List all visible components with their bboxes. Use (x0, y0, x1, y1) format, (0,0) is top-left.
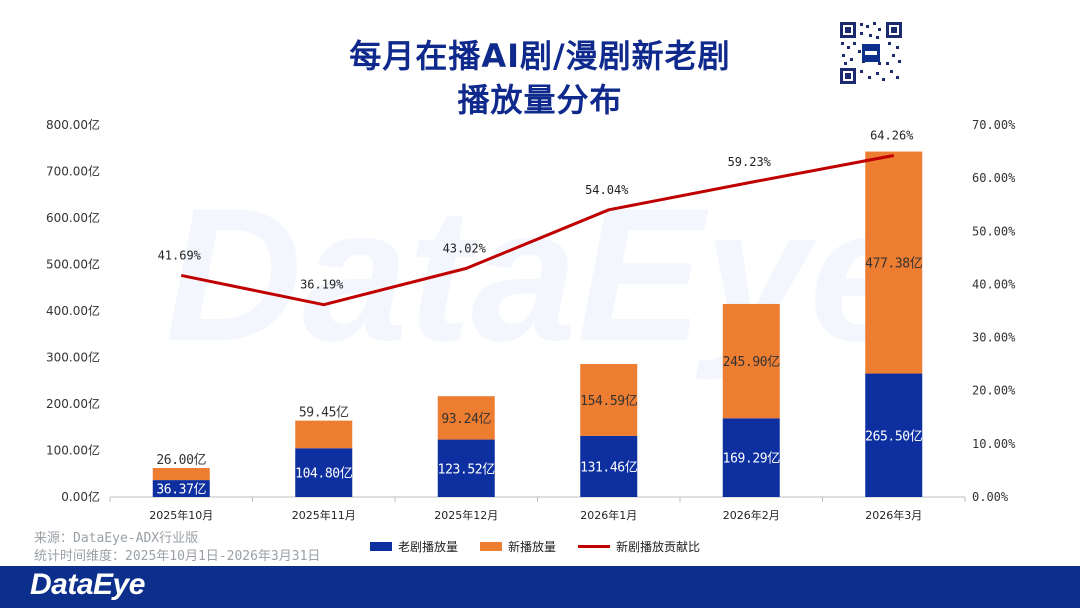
y-tick-label: 400.00亿 (46, 303, 100, 318)
bar-old (295, 448, 353, 497)
legend-swatch-ratio (578, 545, 611, 548)
ratio-label: 64.26% (870, 129, 914, 143)
bar-label-new: 154.59亿 (580, 394, 638, 409)
legend-label-old: 老剧播放量 (398, 540, 459, 554)
legend-label-new: 新播放量 (508, 540, 557, 554)
bar-label-old: 265.50亿 (865, 429, 923, 444)
bar-new (580, 363, 638, 436)
bar-label-new: 245.90亿 (723, 355, 781, 370)
bar-new (865, 151, 923, 374)
legend-item-old: 老剧播放量 (370, 538, 458, 555)
bar-old (580, 435, 638, 497)
y2-tick-label: 70.00% (972, 118, 1016, 132)
x-tick-label: 2025年11月 (292, 508, 356, 522)
bar-old (437, 439, 495, 497)
x-tick-label: 2026年3月 (865, 508, 922, 522)
qr-code-icon (838, 20, 904, 86)
bar-label-old: 123.52亿 (438, 462, 496, 477)
period-note: 统计时间维度：2025年10月1日-2026年3月31日 (34, 549, 321, 564)
y-tick-label: 700.00亿 (46, 164, 100, 179)
bar-label-new: 477.38亿 (865, 257, 923, 272)
y2-tick-label: 20.00% (972, 384, 1016, 398)
bar-label-old: 131.46亿 (580, 460, 638, 475)
bar-new (295, 420, 353, 449)
bar-label-new: 93.24亿 (441, 412, 491, 427)
bar-new (152, 467, 210, 481)
y2-tick-label: 50.00% (972, 224, 1016, 238)
bar-old (865, 373, 923, 497)
x-tick-label: 2026年1月 (580, 508, 637, 522)
bar-label-old: 104.80亿 (295, 467, 353, 482)
bar-old (152, 480, 210, 497)
chart-title: 每月在播AI剧/漫剧新老剧 播放量分布 (300, 34, 780, 122)
y-tick-label: 600.00亿 (46, 210, 100, 225)
watermark-text: DataEye (165, 169, 915, 381)
legend-item-new: 新播放量 (480, 538, 556, 555)
source-note: 来源：DataEye-ADX行业版 (34, 531, 199, 546)
bar-old (722, 418, 780, 497)
chart-legend: 老剧播放量 新播放量 新剧播放贡献比 (370, 538, 700, 555)
legend-label-ratio: 新剧播放贡献比 (616, 540, 701, 554)
bar-label-old: 36.37亿 (156, 483, 206, 498)
y-tick-label: 0.00亿 (61, 489, 100, 504)
y2-tick-label: 10.00% (972, 437, 1016, 451)
legend-swatch-new (480, 542, 503, 551)
bar-label-new: 26.00亿 (156, 453, 206, 468)
legend-item-ratio: 新剧播放贡献比 (578, 538, 700, 555)
y2-tick-label: 30.00% (972, 331, 1016, 345)
ratio-label: 54.04% (585, 183, 629, 197)
y2-tick-label: 60.00% (972, 171, 1016, 185)
y2-tick-label: 0.00% (972, 490, 1009, 504)
x-tick-label: 2026年2月 (723, 508, 780, 522)
bar-label-new: 59.45亿 (299, 406, 349, 421)
x-tick-label: 2025年12月 (434, 508, 498, 522)
ratio-label: 36.19% (300, 278, 344, 292)
footer-bar: DataEye (0, 566, 1080, 608)
bar-label-old: 169.29亿 (723, 452, 781, 467)
y-tick-label: 800.00亿 (46, 117, 100, 132)
chart-title-line2: 播放量分布 (457, 81, 623, 119)
y-tick-label: 300.00亿 (46, 350, 100, 365)
x-tick-label: 2025年10月 (149, 508, 213, 522)
y2-tick-label: 40.00% (972, 277, 1016, 291)
bar-new (722, 303, 780, 419)
ratio-line (180, 154, 895, 307)
ratio-label: 41.69% (158, 248, 202, 262)
ratio-label: 43.02% (443, 241, 487, 255)
y-tick-label: 500.00亿 (46, 257, 100, 272)
y-tick-label: 100.00亿 (46, 443, 100, 458)
y-tick-label: 200.00亿 (46, 396, 100, 411)
footer-logo: DataEye (30, 568, 145, 601)
bar-new (437, 396, 495, 440)
legend-swatch-old (370, 542, 392, 551)
ratio-label: 59.23% (728, 155, 772, 169)
chart-title-line1: 每月在播AI剧/漫剧新老剧 (349, 37, 731, 75)
